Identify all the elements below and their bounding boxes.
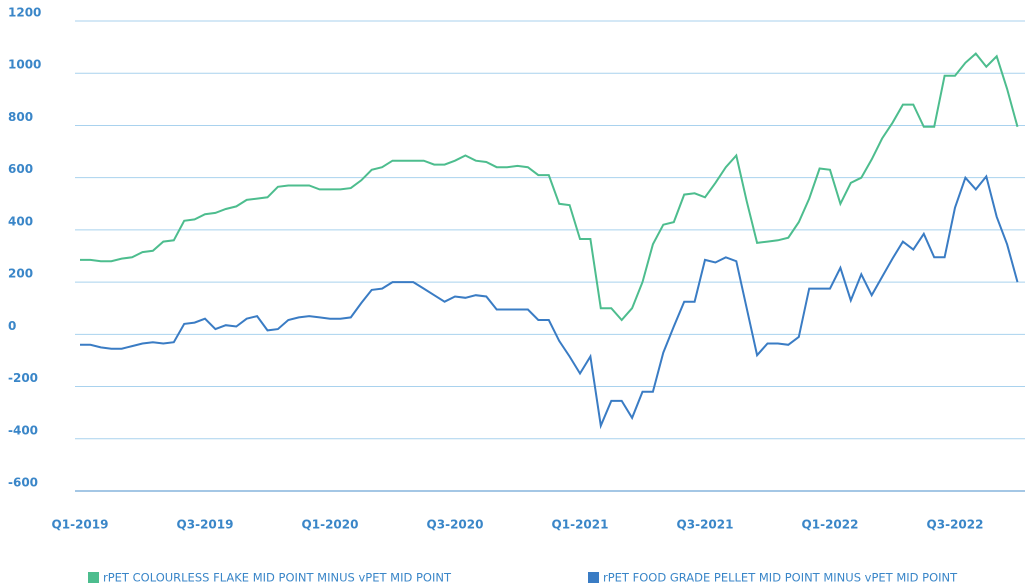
- y-tick-label: 1200: [8, 6, 41, 20]
- legend-label: rPET COLOURLESS FLAKE MID POINT MINUS vP…: [103, 571, 452, 585]
- series-line: [80, 52, 1019, 322]
- legend-label: rPET FOOD GRADE PELLET MID POINT MINUS v…: [603, 571, 958, 585]
- x-tick-label: Q1-2021: [552, 518, 609, 532]
- y-tick-label: 800: [8, 110, 33, 124]
- x-tick-label: Q1-2019: [52, 518, 109, 532]
- legend-swatch: [588, 572, 599, 583]
- y-tick-label: -200: [8, 371, 38, 385]
- legend-swatch: [88, 572, 99, 583]
- x-tick-label: Q3-2019: [177, 518, 234, 532]
- x-tick-label: Q3-2020: [427, 518, 484, 532]
- x-tick-label: Q3-2022: [927, 518, 984, 532]
- y-tick-label: 0: [8, 319, 16, 333]
- x-tick-label: Q3-2021: [677, 518, 734, 532]
- y-tick-label: 600: [8, 162, 33, 176]
- series-line: [80, 174, 1019, 430]
- x-tick-label: Q1-2022: [802, 518, 859, 532]
- y-tick-label: 1000: [8, 58, 41, 72]
- y-tick-label: 200: [8, 267, 33, 281]
- y-tick-label: -400: [8, 423, 38, 437]
- y-tick-label: 400: [8, 214, 33, 228]
- x-tick-label: Q1-2020: [302, 518, 359, 532]
- y-tick-label: -600: [8, 476, 38, 490]
